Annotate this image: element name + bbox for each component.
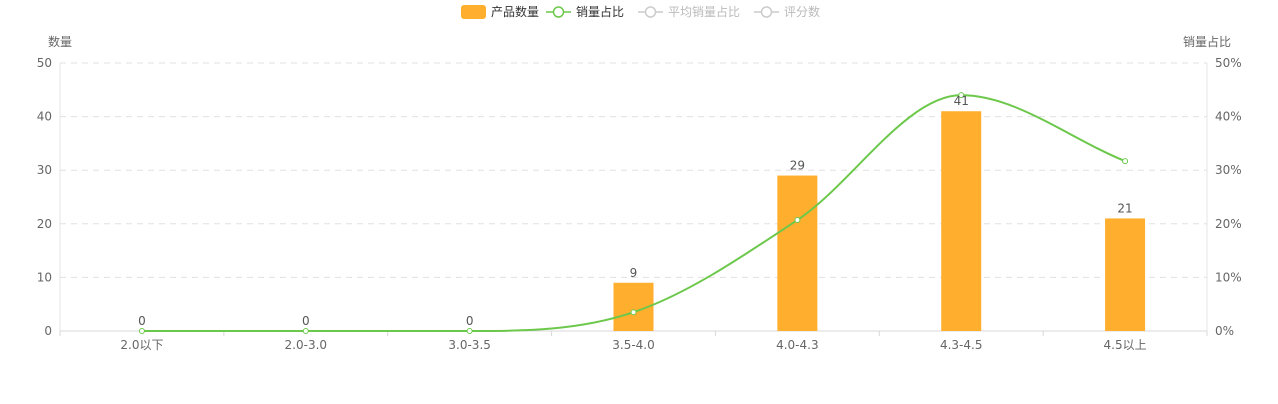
line-point	[794, 217, 801, 224]
x-tick-label: 4.3-4.5	[940, 338, 983, 352]
y-right-tick-label: 50%	[1215, 56, 1242, 70]
y-right-tick-label: 40%	[1215, 110, 1242, 124]
legend-label: 产品数量	[491, 4, 539, 19]
legend-item-2[interactable]: 平均销量占比	[638, 4, 740, 19]
gridlines	[60, 62, 1207, 278]
bar-value-label: 21	[1117, 201, 1132, 215]
legend-swatch-marker	[552, 6, 565, 18]
x-tick-label: 3.5-4.0	[612, 338, 655, 352]
line-point	[138, 328, 145, 334]
bar-value-label: 29	[790, 159, 805, 173]
bar	[777, 175, 818, 331]
legend-item-1[interactable]: 销量占比	[546, 4, 624, 19]
line-point	[466, 328, 473, 334]
legend-item-3[interactable]: 评分数	[754, 4, 820, 19]
legend-label: 平均销量占比	[668, 4, 740, 19]
y-left-tick-label: 40	[37, 110, 52, 124]
legend-label: 评分数	[784, 4, 820, 19]
legend-swatch-marker	[760, 6, 773, 18]
legend: 产品数量 销量占比 平均销量占比 评分数	[461, 4, 820, 19]
line-point	[1122, 158, 1129, 165]
y-left-tick-label: 0	[44, 324, 52, 338]
line-point	[302, 328, 309, 334]
y-axis-left-title: 数量	[48, 34, 72, 49]
line-series	[138, 92, 1129, 334]
legend-swatch-bar	[461, 5, 486, 19]
bar-value-label: 0	[302, 314, 310, 328]
y-right-tick-label: 10%	[1215, 270, 1242, 284]
bar-value-label: 0	[466, 314, 474, 328]
y-left-tick-label: 20	[37, 217, 52, 231]
legend-swatch-marker	[644, 6, 657, 18]
x-tick-label: 2.0-3.0	[285, 338, 328, 352]
y-axis-right-title: 销量占比	[1183, 34, 1231, 49]
line-point	[958, 92, 965, 99]
bars	[613, 111, 1146, 332]
bar	[941, 111, 982, 332]
x-tick-label: 3.0-3.5	[448, 338, 491, 352]
y-right-tick-label: 30%	[1215, 163, 1242, 177]
bar	[1105, 218, 1146, 331]
x-tick-label: 4.5以上	[1104, 338, 1147, 352]
bar-value-label: 0	[138, 314, 146, 328]
y-left-tick-label: 30	[37, 163, 52, 177]
legend-item-0[interactable]: 产品数量	[461, 4, 539, 19]
y-right-tick-label: 20%	[1215, 217, 1242, 231]
y-left-tick-label: 50	[37, 56, 52, 70]
bar-value-label: 41	[954, 94, 969, 108]
x-tick-label: 4.0-4.3	[776, 338, 819, 352]
data-labels: 0 0 0 9 29 41 21	[138, 94, 1133, 328]
x-tick-label: 2.0以下	[120, 338, 163, 352]
y-left-tick-label: 10	[37, 270, 52, 284]
y-right-tick-label: 0%	[1215, 324, 1234, 338]
line-point	[630, 309, 637, 316]
bar-value-label: 9	[630, 266, 638, 280]
legend-label: 销量占比	[576, 4, 624, 19]
